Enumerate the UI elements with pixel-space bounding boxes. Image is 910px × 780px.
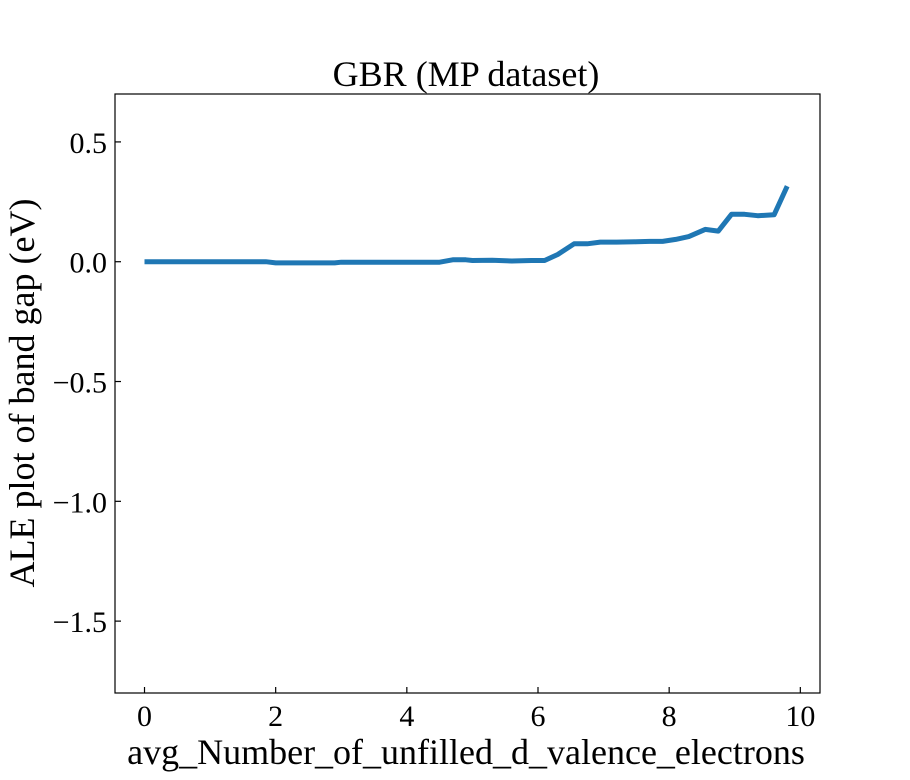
y-axis-ticks: 0.5 0.0 −0.5 −1.0 −1.5 bbox=[53, 127, 121, 639]
x-tick-label: 2 bbox=[268, 700, 283, 733]
y-tick-label: 0.5 bbox=[70, 127, 108, 160]
x-axis-label: avg_Number_of_unfilled_d_valence_electro… bbox=[127, 732, 805, 772]
y-tick-label: −1.5 bbox=[53, 606, 107, 639]
x-tick-label: 8 bbox=[662, 700, 677, 733]
x-axis-ticks: 0 2 4 6 8 10 bbox=[137, 687, 815, 733]
plot-frame bbox=[114, 93, 821, 694]
y-tick-label: −0.5 bbox=[53, 367, 107, 400]
series-layer bbox=[144, 185, 790, 266]
chart-title: GBR (MP dataset) bbox=[333, 54, 600, 94]
series-line bbox=[144, 185, 790, 266]
x-tick-label: 0 bbox=[137, 700, 152, 733]
y-tick-label: 0.0 bbox=[70, 247, 108, 280]
x-tick-label: 4 bbox=[399, 700, 414, 733]
x-tick-label: 6 bbox=[531, 700, 546, 733]
y-tick-label: −1.0 bbox=[53, 486, 107, 519]
x-tick-label: 10 bbox=[785, 700, 815, 733]
y-axis-label: ALE plot of band gap (eV) bbox=[2, 199, 42, 588]
